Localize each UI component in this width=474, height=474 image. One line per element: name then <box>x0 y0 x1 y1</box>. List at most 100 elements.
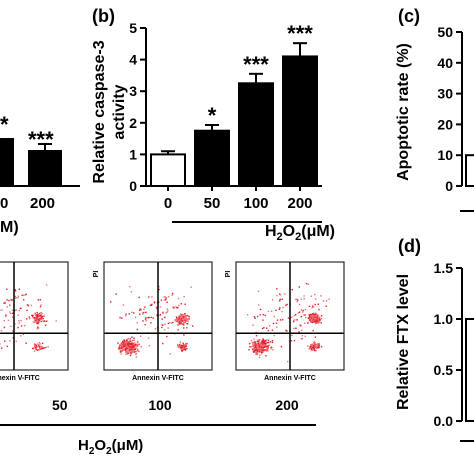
flow-dot <box>310 349 313 351</box>
flow-dot <box>36 311 38 314</box>
flow-dot <box>276 295 278 297</box>
flow-dot <box>185 319 187 322</box>
flow-dot <box>261 347 263 350</box>
flow-dot <box>318 346 320 349</box>
panel-b-significance: *** <box>287 21 313 46</box>
flow-dot <box>176 318 178 320</box>
panel-b-significance: *** <box>243 52 269 77</box>
flow-dot <box>164 323 166 326</box>
flow-dot <box>138 343 140 345</box>
flow-dot <box>129 341 131 343</box>
flow-dot <box>21 294 23 297</box>
flow-dot <box>138 350 140 353</box>
flow-dot <box>182 315 184 318</box>
flow-dot <box>264 349 266 351</box>
flow-dot <box>181 317 183 319</box>
flow-dot <box>312 344 315 347</box>
flow-dot <box>265 355 267 357</box>
flow-dot <box>129 352 131 354</box>
flow-dot <box>127 348 129 350</box>
flow-dot <box>313 343 316 345</box>
flow-dot <box>259 314 261 316</box>
flow-dot <box>43 315 45 317</box>
flow-dot <box>140 308 142 311</box>
flow-dot <box>148 344 151 347</box>
flow-dot <box>312 315 314 318</box>
flow-dot <box>266 348 268 350</box>
flow-dot <box>296 300 298 303</box>
flow-dot <box>301 334 304 337</box>
flow-dot <box>33 350 36 352</box>
flow-dot <box>314 303 316 306</box>
flow-dot <box>18 288 20 291</box>
flow-dot <box>167 322 170 325</box>
flow-dot <box>258 338 261 341</box>
flow-dot <box>312 321 315 323</box>
flow-dot <box>150 304 153 306</box>
flow-dot <box>39 314 41 317</box>
flow-dot <box>128 343 130 346</box>
flow-dot <box>153 301 156 303</box>
flow-dot <box>258 304 260 306</box>
flow-dot <box>22 294 24 296</box>
flow-dot <box>151 296 153 298</box>
flow-dot <box>259 308 262 311</box>
flow-dot <box>279 298 281 301</box>
flow-dot <box>183 295 185 298</box>
flow-dot <box>270 310 273 312</box>
flow-dot <box>325 305 327 307</box>
flow-dot <box>126 350 128 353</box>
flow-dot <box>273 315 275 318</box>
flow-dot <box>18 309 21 312</box>
flow-dot <box>121 347 123 350</box>
flow-dot <box>121 317 123 319</box>
flow-dot <box>182 313 184 316</box>
flow-dot <box>307 321 309 324</box>
flow-dot <box>118 348 120 351</box>
flow-dot <box>267 310 270 313</box>
flow-dot <box>312 312 314 315</box>
flow-dot <box>134 343 137 346</box>
flow-dot <box>144 318 147 320</box>
flow-dot <box>35 320 38 322</box>
flow-dot <box>37 317 39 320</box>
flow-dot <box>252 324 254 326</box>
flow-dot <box>295 298 297 301</box>
flow-dot <box>150 322 152 324</box>
flow-dot <box>298 303 301 306</box>
panel-c-y-tick-label: 0 <box>445 178 453 194</box>
flow-dot <box>133 337 135 339</box>
flow-dot <box>255 349 257 351</box>
flow-dot <box>257 290 260 293</box>
flow-dot <box>37 326 39 328</box>
flow-dot <box>121 349 124 351</box>
flow-dot <box>171 294 173 296</box>
flow-dot <box>186 315 189 317</box>
flow-dot <box>130 352 133 355</box>
flow-dot <box>9 311 11 313</box>
flow-dot <box>262 313 264 316</box>
flow-dot <box>290 340 293 342</box>
flow-dot <box>252 345 254 347</box>
flow-dot <box>127 350 129 352</box>
flow-dot <box>271 346 273 349</box>
flow-dot <box>316 320 319 322</box>
flow-dot <box>126 338 129 341</box>
flow-dot <box>311 348 314 351</box>
flow-dot <box>162 311 164 313</box>
flow-dot <box>266 339 268 341</box>
flow-dot <box>293 327 295 330</box>
flow-dot <box>253 342 255 344</box>
flow-dot <box>305 282 308 285</box>
flow-dot <box>44 347 46 349</box>
flow-dot <box>34 317 36 320</box>
flow-dot <box>45 346 47 349</box>
flow-dot <box>158 301 160 303</box>
flow-dot <box>136 322 138 324</box>
flow-dot <box>38 312 41 315</box>
flow-dot <box>309 347 311 350</box>
flow-dot <box>256 353 259 355</box>
flow-dot <box>183 321 186 324</box>
flow-dot <box>1 347 3 349</box>
flow-dot <box>281 298 283 301</box>
